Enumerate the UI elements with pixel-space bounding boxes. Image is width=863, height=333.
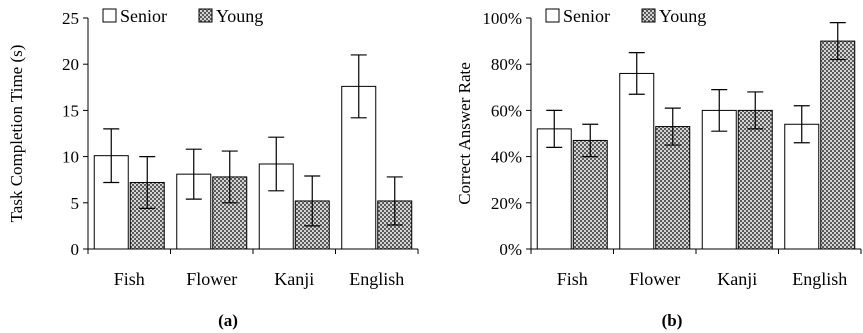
y-tick-label: 10 <box>62 148 79 167</box>
legend-swatch-young <box>198 8 213 23</box>
bar-young-flower <box>655 126 691 250</box>
legend-swatch-young <box>641 8 656 23</box>
x-category-label: Kanji <box>717 269 757 289</box>
x-category-label: Kanji <box>274 269 314 289</box>
y-tick-label: 100% <box>482 9 522 28</box>
y-tick-label: 0 <box>71 240 80 259</box>
bar-senior-flower <box>619 72 655 250</box>
x-category-label: Fish <box>557 269 588 289</box>
chart-caption: (b) <box>662 311 683 330</box>
y-axis-label: Task Completion Time (s) <box>7 45 26 223</box>
legend-label-senior: Senior <box>120 6 167 26</box>
y-tick-label: 20 <box>62 55 79 74</box>
bar-young-english <box>820 40 856 250</box>
legend-label-young: Young <box>216 6 263 26</box>
x-category-label: Flower <box>186 269 237 289</box>
legend-label-young: Young <box>659 6 706 26</box>
bar-senior-english <box>784 123 820 250</box>
x-category-label: English <box>349 269 404 289</box>
bar-senior-fish <box>93 155 129 250</box>
legend-swatch-senior <box>545 8 560 23</box>
y-tick-label: 60% <box>491 101 522 120</box>
chart-a: 0 5 10 15 20 25 Fish Flower Kanji English Task Com… <box>7 6 419 330</box>
y-tick-label: 25 <box>62 9 79 28</box>
x-category-label: English <box>792 269 847 289</box>
y-tick-label: 40% <box>491 148 522 167</box>
legend-swatch-senior <box>102 8 117 23</box>
x-category-label: Flower <box>629 269 680 289</box>
bar-senior-fish <box>536 128 572 250</box>
chart-caption: (a) <box>218 311 238 330</box>
y-tick-label: 20% <box>491 194 522 213</box>
bar-young-kanji <box>737 109 773 250</box>
y-tick-label: 80% <box>491 55 522 74</box>
legend-label-senior: Senior <box>563 6 610 26</box>
chart-b: 0% 20% 40% 60% 80% 100% Fish Flower Kanji English… <box>455 6 862 330</box>
y-tick-label: 5 <box>71 194 80 213</box>
y-tick-label: 15 <box>62 101 79 120</box>
x-category-label: Fish <box>114 269 145 289</box>
y-axis-label: Correct Answer Rate <box>455 62 474 205</box>
y-tick-label: 0% <box>499 240 522 259</box>
bar-young-fish <box>572 139 608 250</box>
